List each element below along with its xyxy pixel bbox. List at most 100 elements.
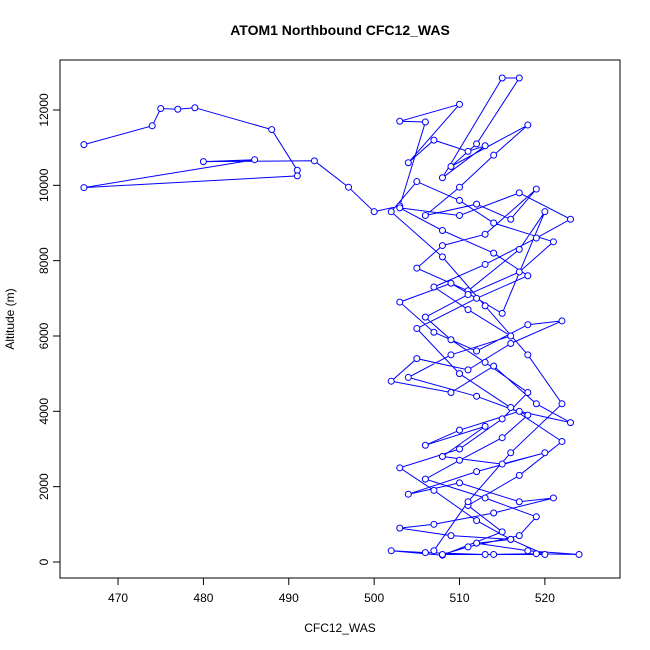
point (293, 166, 301, 174)
point (490, 550, 498, 558)
point (473, 539, 481, 547)
point (438, 174, 446, 182)
point (438, 227, 446, 235)
point (310, 157, 318, 165)
point (473, 294, 481, 302)
x-tick-label: 480 (193, 591, 213, 605)
point (421, 549, 429, 557)
point (507, 449, 515, 457)
point (430, 328, 438, 336)
y-tick-label: 0 (37, 558, 51, 565)
x-tick-label: 490 (279, 591, 299, 605)
point (566, 419, 574, 427)
point (541, 550, 549, 558)
point (456, 183, 464, 191)
point (438, 253, 446, 261)
point (532, 550, 540, 558)
point (396, 464, 404, 472)
point (558, 437, 566, 445)
point (481, 494, 489, 502)
point (464, 498, 472, 506)
point (396, 117, 404, 125)
point (370, 208, 378, 216)
point (456, 445, 464, 453)
point (515, 407, 523, 415)
point (541, 208, 549, 216)
point (481, 260, 489, 268)
point (515, 268, 523, 276)
point (404, 159, 412, 167)
point (575, 550, 583, 558)
point (507, 332, 515, 340)
point (456, 370, 464, 378)
point (515, 471, 523, 479)
point (515, 498, 523, 506)
point (413, 324, 421, 332)
point (532, 185, 540, 193)
point (430, 486, 438, 494)
point (447, 532, 455, 540)
point (456, 456, 464, 464)
point (515, 74, 523, 82)
point (481, 142, 489, 150)
point (464, 543, 472, 551)
point (558, 317, 566, 325)
point (447, 279, 455, 287)
point (490, 151, 498, 159)
y-tick-label: 12000 (37, 93, 51, 127)
point (524, 121, 532, 129)
point (507, 215, 515, 223)
point (524, 272, 532, 280)
point (438, 242, 446, 250)
x-tick-label: 500 (364, 591, 384, 605)
point (456, 479, 464, 487)
point (473, 347, 481, 355)
point (148, 122, 156, 130)
point (421, 475, 429, 483)
point (473, 468, 481, 476)
point (515, 189, 523, 197)
point (387, 547, 395, 555)
point (473, 517, 481, 525)
point (507, 340, 515, 348)
point (157, 104, 165, 112)
point (421, 118, 429, 126)
point (430, 520, 438, 528)
point (532, 513, 540, 521)
point (524, 351, 532, 359)
point (293, 172, 301, 180)
point (498, 309, 506, 317)
point (430, 136, 438, 144)
y-tick-label: 2000 (37, 473, 51, 500)
x-axis-label: CFC12_WAS (304, 621, 376, 635)
point (430, 283, 438, 291)
point (456, 426, 464, 434)
point (524, 388, 532, 396)
point (532, 234, 540, 242)
point (524, 411, 532, 419)
point (498, 434, 506, 442)
point (421, 211, 429, 219)
point (430, 547, 438, 555)
point (507, 535, 515, 543)
point (541, 449, 549, 457)
point (473, 140, 481, 148)
point (421, 313, 429, 321)
x-tick-label: 520 (535, 591, 555, 605)
point (174, 105, 182, 113)
point (464, 306, 472, 314)
point (456, 100, 464, 108)
point (515, 532, 523, 540)
point (490, 249, 498, 257)
point (473, 392, 481, 400)
point (447, 162, 455, 170)
point (498, 415, 506, 423)
point (481, 358, 489, 366)
point (549, 238, 557, 246)
point (456, 196, 464, 204)
point (438, 550, 446, 558)
point (447, 388, 455, 396)
point (438, 453, 446, 461)
